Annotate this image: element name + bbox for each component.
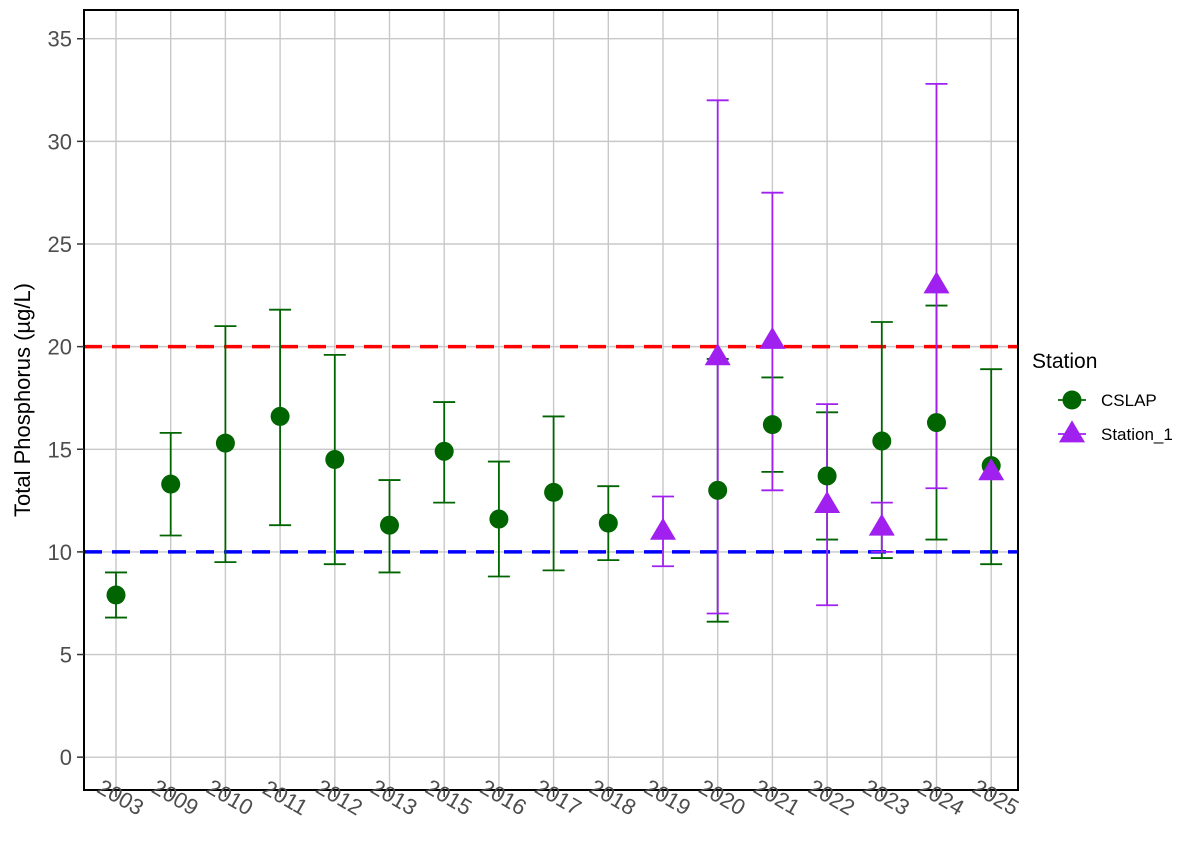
panel-border (83, 9, 1019, 791)
y-tick-label-25: 25 (48, 232, 72, 257)
point-cslap-2017 (544, 482, 564, 502)
y-tick-label-35: 35 (48, 27, 72, 52)
point-cslap-2022 (817, 466, 837, 486)
point-cslap-2023 (872, 431, 892, 451)
point-cslap-2024 (927, 413, 946, 433)
point-station-1-2019 (650, 517, 676, 540)
point-station-1-2024 (923, 271, 950, 294)
data-points (106, 271, 1005, 605)
point-cslap-2011 (270, 406, 290, 426)
point-station-1-2020 (704, 343, 731, 366)
point-station-1-2021 (759, 326, 786, 349)
point-cslap-2003 (106, 585, 126, 605)
reference-lines (84, 344, 1018, 554)
legend-title: Station (1032, 350, 1097, 373)
legend-key-station-1 (1059, 420, 1085, 443)
y-tick-label-10: 10 (48, 540, 72, 565)
point-cslap-2009 (161, 474, 181, 494)
point-station-1-2023 (868, 513, 895, 536)
legend-key-cslap (1062, 390, 1082, 410)
y-axis-title: Total Phosphorus (µg/L) (10, 283, 35, 517)
point-cslap-2015 (434, 441, 454, 461)
point-station-1-2022 (814, 491, 841, 514)
legend: Station CSLAP Station_1 (1032, 350, 1173, 444)
legend-label-station-1: Station_1 (1101, 425, 1173, 444)
point-cslap-2013 (380, 515, 399, 535)
y-tick-label-0: 0 (60, 745, 72, 770)
legend-label-cslap: CSLAP (1101, 391, 1157, 410)
point-station-1-2025 (978, 458, 1005, 481)
y-axis: 0 5 10 15 20 25 30 35 (48, 27, 84, 770)
point-cslap-2018 (598, 513, 618, 533)
y-tick-label-30: 30 (48, 129, 72, 154)
point-cslap-2020 (708, 480, 728, 500)
y-tick-label-20: 20 (48, 335, 72, 360)
point-cslap-2021 (762, 415, 782, 435)
y-tick-label-15: 15 (48, 437, 72, 462)
point-cslap-2010 (215, 433, 235, 453)
point-cslap-2012 (325, 450, 345, 470)
point-cslap-2016 (489, 509, 509, 529)
y-tick-label-5: 5 (60, 643, 72, 668)
